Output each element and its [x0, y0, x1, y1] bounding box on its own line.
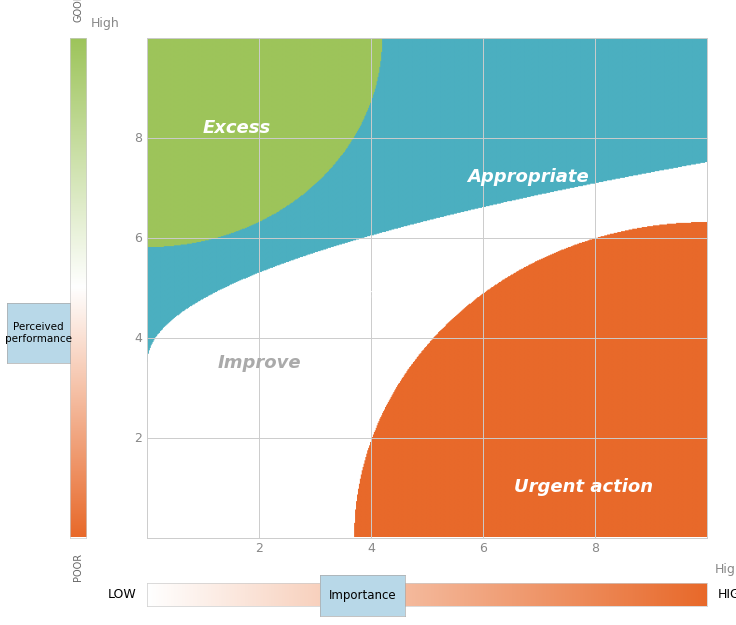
Text: High: High [91, 17, 119, 30]
Text: Importance: Importance [329, 589, 396, 602]
Text: Urgent action: Urgent action [514, 479, 653, 496]
Text: Perceived
performance: Perceived performance [5, 322, 72, 344]
Text: Improve: Improve [217, 354, 301, 371]
Text: Excess: Excess [202, 119, 271, 136]
Text: HIGH: HIGH [718, 588, 736, 601]
Text: Appropriate: Appropriate [467, 169, 589, 186]
Text: POOR: POOR [73, 552, 83, 581]
Text: GOOD: GOOD [73, 0, 83, 22]
Text: High: High [715, 562, 736, 576]
Text: Lower bound of acceptability: Lower bound of acceptability [320, 256, 456, 319]
Text: LOW: LOW [107, 588, 136, 601]
